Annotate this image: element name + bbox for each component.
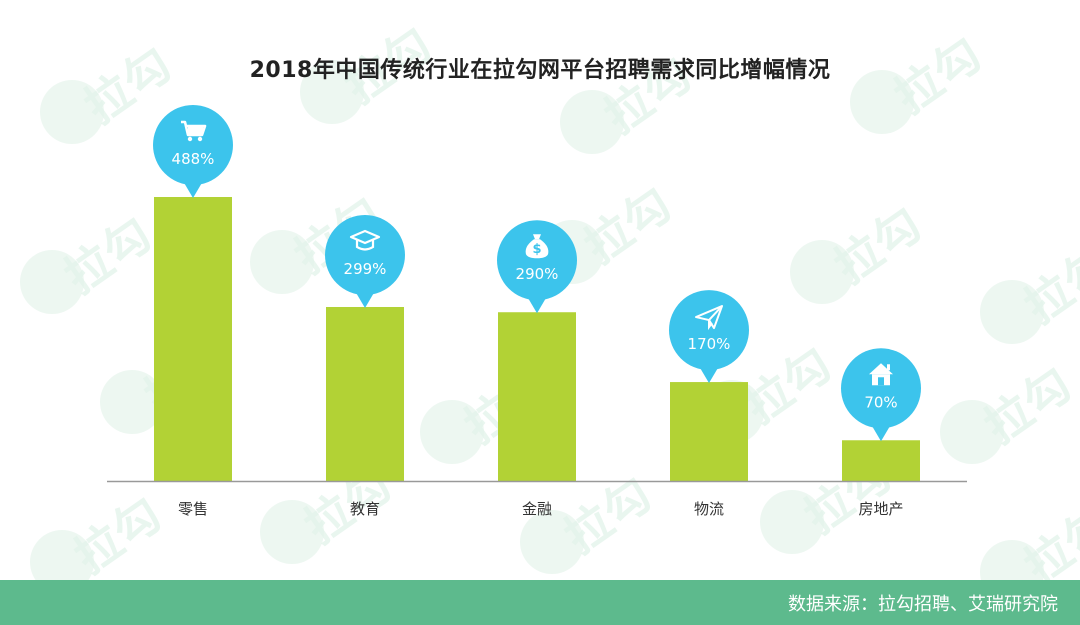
value-bubble-3: $290% — [497, 220, 577, 314]
watermark-logo — [420, 400, 484, 464]
bar-1 — [154, 197, 232, 481]
data-label: 290% — [516, 265, 559, 283]
value-bubble-5: 70% — [841, 348, 921, 442]
footer-source-text: 数据来源：拉勾招聘、艾瑞研究院 — [788, 594, 1058, 615]
footer-bar: 数据来源：拉勾招聘、艾瑞研究院 — [0, 580, 1080, 625]
bubble-pointer — [355, 290, 375, 308]
watermark-logo — [760, 490, 824, 554]
watermark-logo — [20, 250, 84, 314]
bubble-circle — [841, 348, 921, 429]
watermark-layer: 拉勾拉勾拉勾拉勾拉勾拉勾拉勾拉勾拉勾拉勾拉勾拉勾拉勾拉勾拉勾拉勾拉勾拉勾 — [20, 17, 1080, 604]
value-bubble-4: 170% — [669, 290, 749, 384]
graduation-cap-icon — [349, 229, 381, 251]
watermark-logo — [980, 280, 1044, 344]
money-bag-icon: $ — [525, 234, 549, 259]
bar-2 — [326, 306, 404, 481]
shopping-cart-icon — [181, 120, 207, 142]
x-tick-label: 教育 — [350, 500, 380, 518]
bubble-pointer — [871, 424, 891, 442]
watermark-logo — [100, 370, 164, 434]
bar-chart: 零售 教育 金融 物流 房地产 488% 299% $290% 170% 70% — [107, 105, 967, 518]
x-tick-label: 房地产 — [858, 500, 903, 518]
data-label: 299% — [344, 260, 387, 278]
x-tick-label: 物流 — [694, 500, 724, 518]
watermark-logo — [850, 70, 914, 134]
data-label: 170% — [688, 335, 731, 353]
bubble-circle — [153, 105, 233, 185]
watermark-logo — [790, 240, 854, 304]
bubble-circle — [669, 290, 749, 371]
x-tick-label: 零售 — [178, 500, 208, 518]
bubble-pointer — [699, 366, 719, 384]
bubble-pointer — [527, 296, 547, 314]
watermark-logo — [250, 230, 314, 294]
bar-4 — [670, 382, 748, 481]
paper-plane-icon — [695, 305, 723, 331]
watermark-logo — [300, 60, 364, 124]
value-bubble-2: 299% — [325, 214, 405, 308]
watermark-logo — [520, 510, 584, 574]
data-label: 70% — [864, 393, 897, 411]
bar-3 — [498, 312, 576, 481]
x-tick-label: 金融 — [522, 500, 552, 518]
bubble-circle — [497, 220, 577, 301]
watermark-logo — [260, 500, 324, 564]
house-icon — [869, 363, 893, 386]
watermark-logo — [940, 400, 1004, 464]
chart-title: 2018年中国传统行业在拉勾网平台招聘需求同比增幅情况 — [249, 58, 831, 83]
data-label: 488% — [172, 150, 215, 168]
watermark-logo — [40, 80, 104, 144]
svg-text:$: $ — [532, 242, 541, 257]
bubble-pointer — [183, 181, 203, 198]
bubble-circle — [325, 214, 405, 295]
bar-5 — [842, 440, 920, 481]
watermark-logo — [560, 90, 624, 154]
value-bubble-1: 488% — [153, 105, 233, 198]
